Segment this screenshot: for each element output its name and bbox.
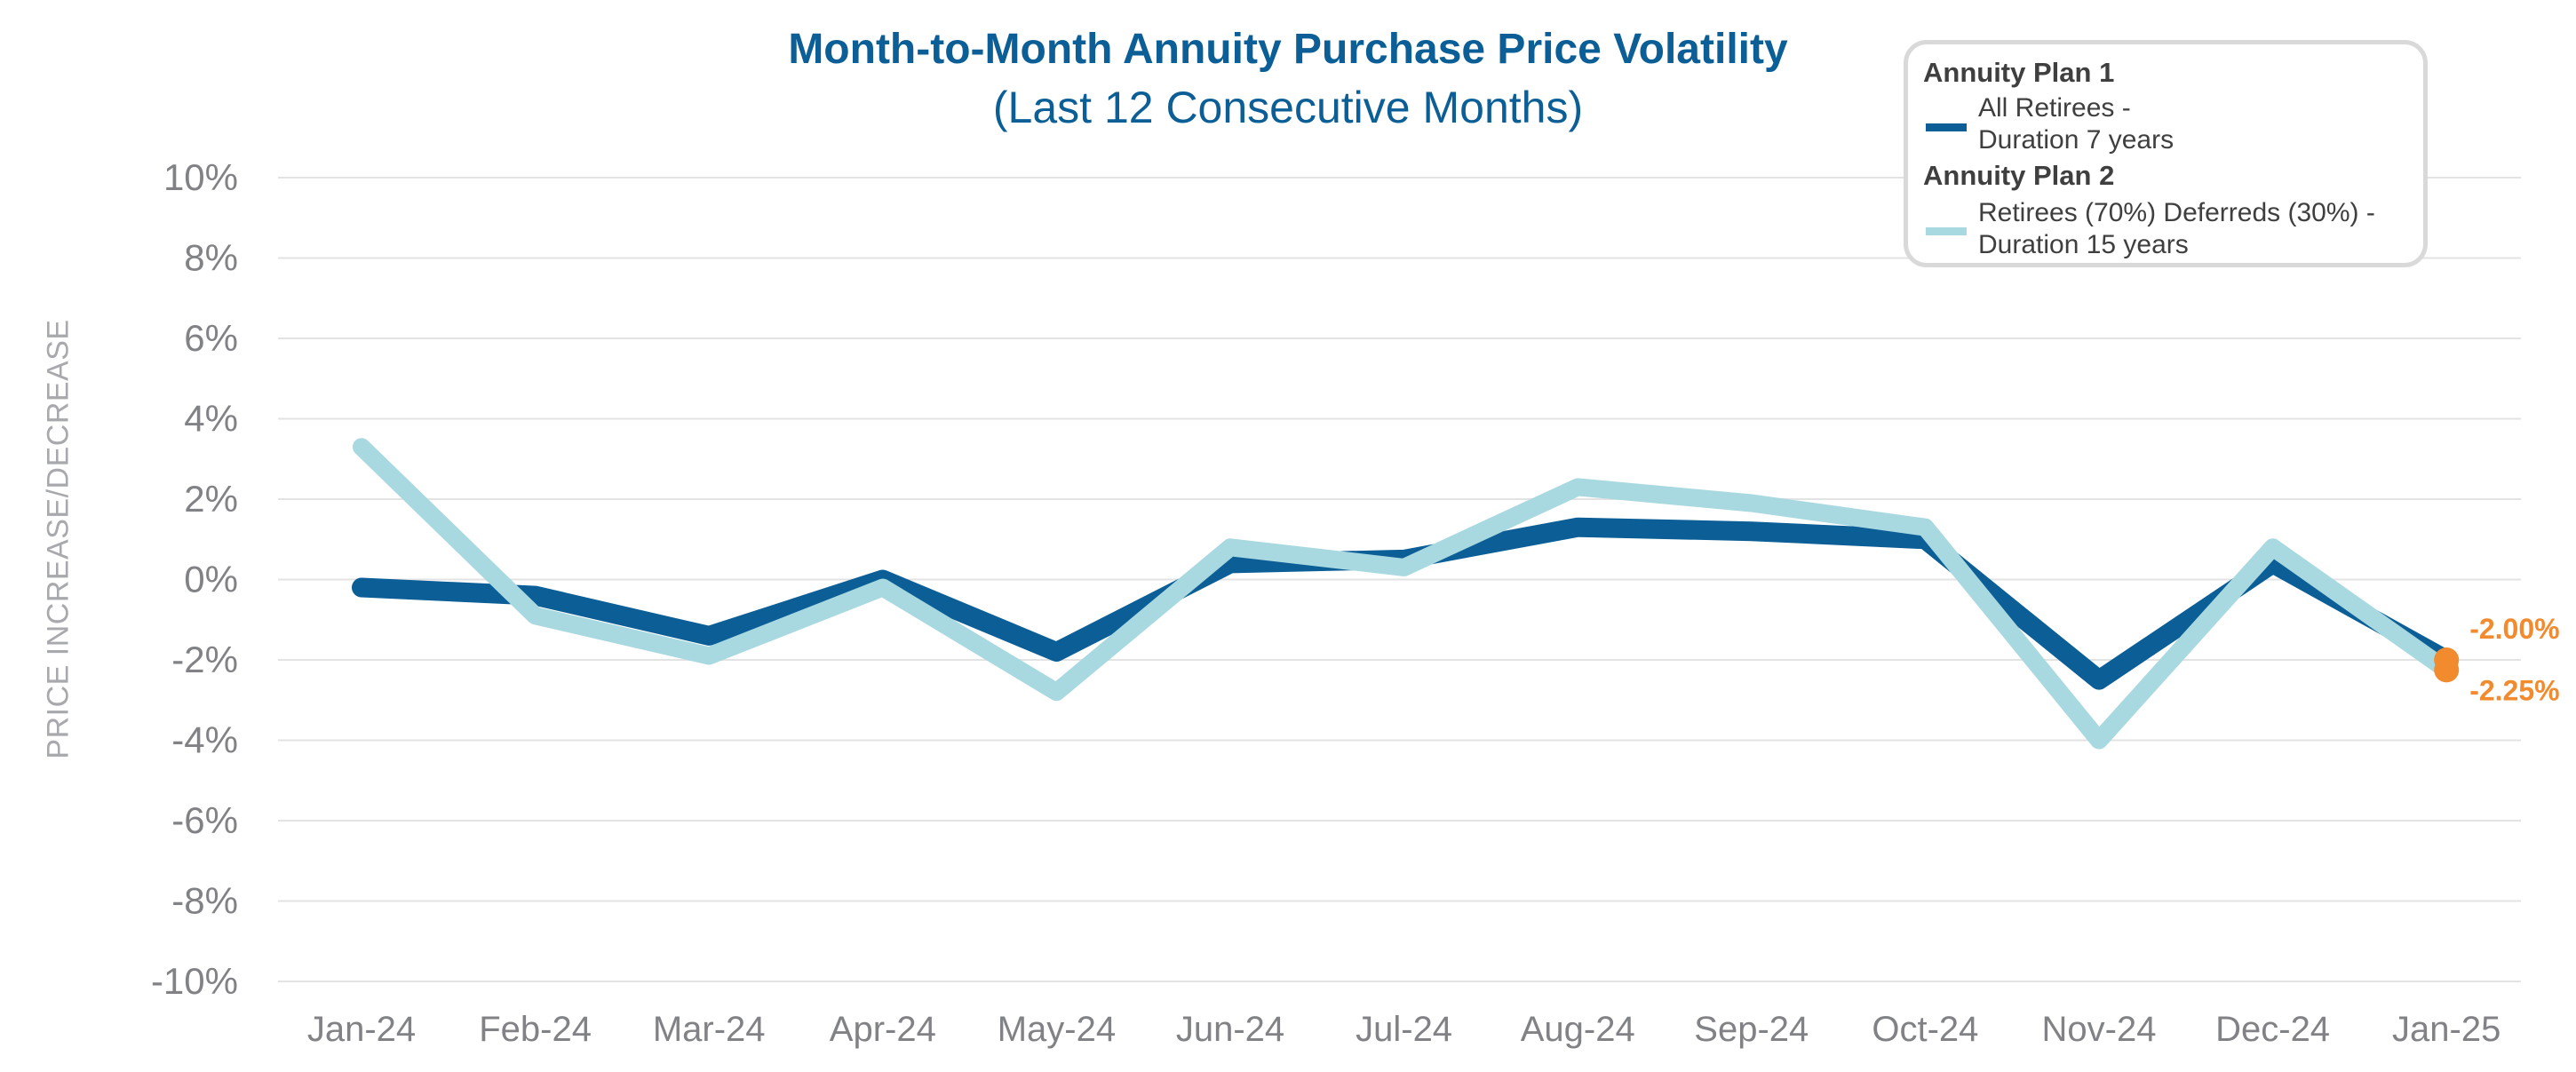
y-tick-label: -4% <box>171 719 238 761</box>
legend: Annuity Plan 1 All Retirees - Duration 7… <box>1904 40 2428 267</box>
x-tick-label: Jan-24 <box>307 1010 416 1049</box>
y-axis-ticks: 10% 8% 6% 4% 2% 0% -2% -4% -6% -8% -10% <box>151 156 238 1002</box>
legend-entry-line: Duration 7 years <box>1978 125 2174 155</box>
y-tick-label: 6% <box>184 317 238 359</box>
chart-subtitle: (Last 12 Consecutive Months) <box>992 83 1584 132</box>
y-tick-label: -6% <box>171 799 238 841</box>
y-tick-label: -8% <box>171 880 238 922</box>
x-tick-label: Oct-24 <box>1872 1010 1978 1049</box>
y-tick-label: -2% <box>171 639 238 680</box>
x-tick-label: Jul-24 <box>1356 1010 1452 1049</box>
legend-swatch-plan-1 <box>1926 123 1967 131</box>
chart-title: Month-to-Month Annuity Purchase Price Vo… <box>788 26 1788 73</box>
legend-group-plan-2: Annuity Plan 2 <box>1923 160 2115 191</box>
series-lines <box>352 438 2457 750</box>
legend-entry-plan-2: Retirees (70%) Deferreds (30%) - Duratio… <box>1978 197 2422 261</box>
x-tick-label: Jan-25 <box>2392 1010 2500 1049</box>
end-marker <box>2434 657 2460 683</box>
legend-group-plan-1: Annuity Plan 1 <box>1923 57 2115 88</box>
legend-entry-line: All Retirees - <box>1978 93 2131 123</box>
legend-entry-line: Duration 15 years <box>1978 230 2189 259</box>
legend-entry-plan-1: All Retirees - Duration 7 years <box>1978 92 2422 156</box>
x-tick-label: Aug-24 <box>1521 1010 1635 1049</box>
x-tick-label: Apr-24 <box>830 1010 936 1049</box>
series-line-plan-1 <box>352 517 2457 690</box>
x-tick-label: Sep-24 <box>1694 1010 1809 1049</box>
legend-entry-line: Retirees (70%) Deferreds (30%) - <box>1978 198 2375 227</box>
x-tick-label: Nov-24 <box>2042 1010 2157 1049</box>
end-value-label: -2.00% <box>2469 613 2559 645</box>
legend-swatch-plan-2 <box>1926 227 1967 235</box>
x-tick-label: Mar-24 <box>653 1010 766 1049</box>
series-line-plan-2 <box>353 438 2456 750</box>
end-value-label: -2.25% <box>2469 674 2559 706</box>
y-axis-label: PRICE INCREASE/DECREASE <box>41 319 76 759</box>
x-tick-label: May-24 <box>998 1010 1116 1049</box>
x-axis-ticks: Jan-24 Feb-24 Mar-24 Apr-24 May-24 Jun-24 Jul-… <box>307 1010 2501 1049</box>
x-tick-label: Jun-24 <box>1176 1010 1284 1049</box>
x-tick-label: Dec-24 <box>2215 1010 2330 1049</box>
y-tick-label: 10% <box>163 156 238 198</box>
y-tick-label: 0% <box>184 559 238 600</box>
y-tick-label: -10% <box>151 960 238 1002</box>
y-tick-label: 8% <box>184 237 238 279</box>
y-tick-label: 2% <box>184 478 238 520</box>
y-tick-label: 4% <box>184 398 238 440</box>
gridlines <box>278 177 2521 982</box>
x-tick-label: Feb-24 <box>479 1010 592 1049</box>
end-markers: -2.00% -2.25% <box>2434 613 2560 706</box>
